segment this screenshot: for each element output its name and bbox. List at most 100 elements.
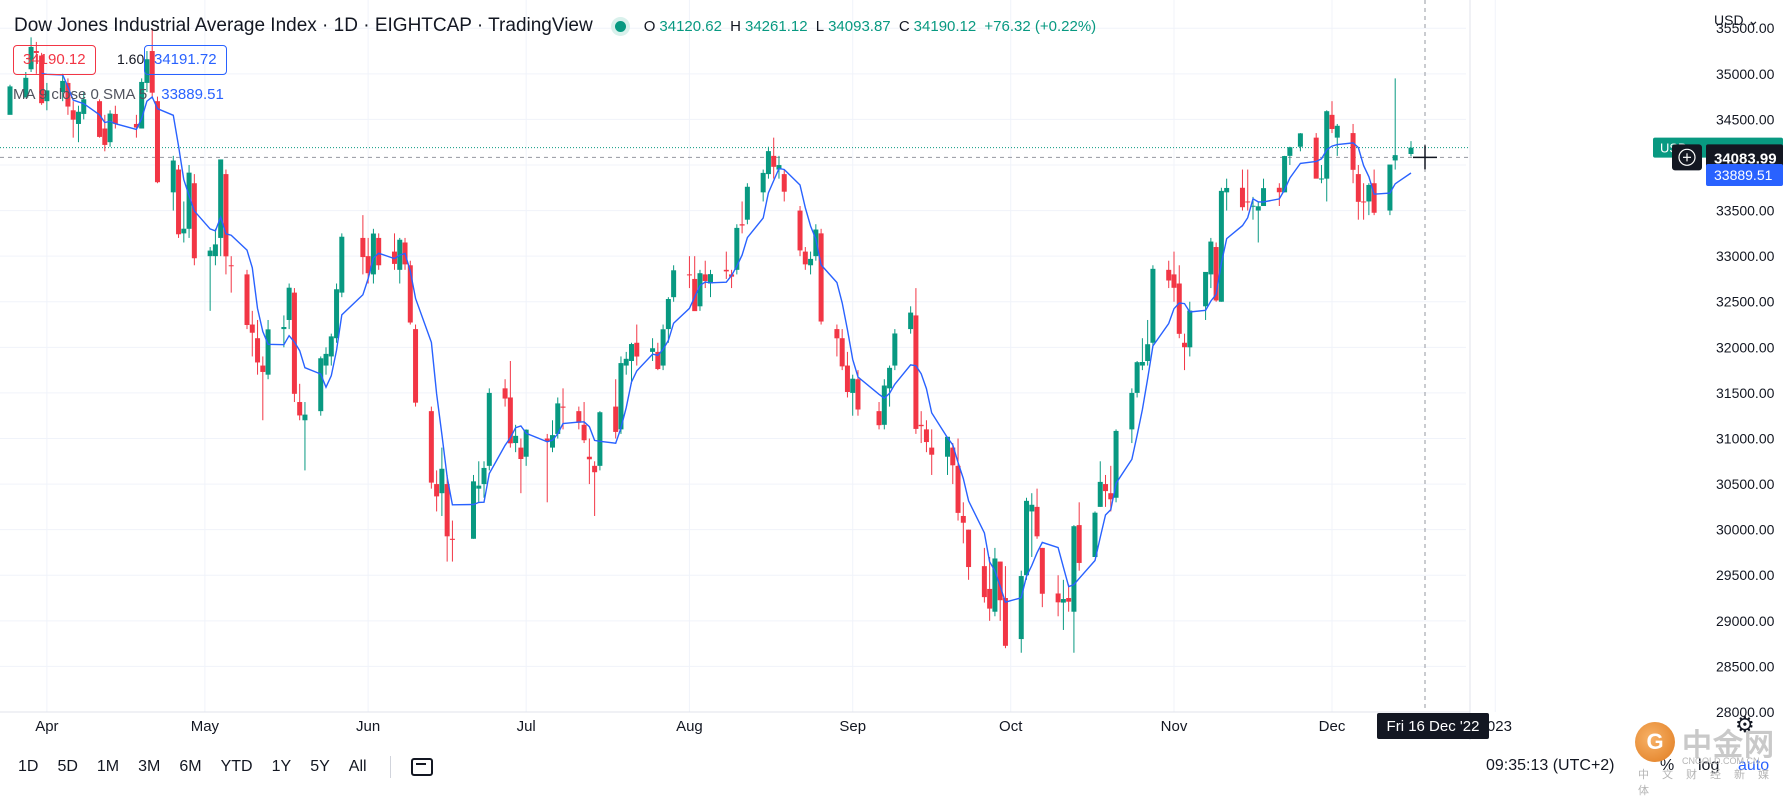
candle-body xyxy=(634,342,640,357)
candle xyxy=(439,447,445,516)
candle xyxy=(665,297,671,343)
candle xyxy=(207,247,213,311)
candle xyxy=(228,256,234,293)
range-3m-button[interactable]: 3M xyxy=(138,758,161,775)
candle-body xyxy=(107,113,113,143)
ma-indicator-label: MA 9 close 0 SMA 5 xyxy=(13,86,148,103)
candle-body xyxy=(887,367,893,389)
candle xyxy=(223,169,229,275)
candle-body xyxy=(481,467,487,485)
plus-circle xyxy=(1678,148,1696,166)
percent-scale-button[interactable]: % xyxy=(1660,757,1675,774)
range-5y-button[interactable]: 5Y xyxy=(310,758,330,775)
gear-icon[interactable]: ⚙ xyxy=(1735,712,1755,737)
sell-button[interactable]: 34190.12 xyxy=(13,45,96,75)
add-alert-plus-icon[interactable] xyxy=(1672,144,1702,171)
candle-body xyxy=(850,378,856,393)
candle-body xyxy=(244,274,250,325)
candle-body xyxy=(923,429,929,443)
low-label: L xyxy=(815,17,825,35)
candle-body xyxy=(913,315,919,429)
time-tick-label: Apr xyxy=(35,718,58,735)
watermark-domain: CNGOLD.COM.CN xyxy=(1682,756,1760,766)
candle-body xyxy=(102,128,108,145)
candle-body xyxy=(1113,430,1119,498)
candle-body xyxy=(1024,500,1030,576)
candle xyxy=(1060,579,1066,630)
candle xyxy=(1355,164,1361,220)
candle-body xyxy=(1329,114,1335,129)
candle xyxy=(1055,575,1061,617)
high-label: H xyxy=(730,17,741,35)
log-scale-button[interactable]: log xyxy=(1698,757,1720,774)
candle xyxy=(444,474,450,562)
candle xyxy=(434,470,440,512)
candle xyxy=(628,342,634,384)
candle xyxy=(1039,547,1045,608)
candle-body xyxy=(186,172,192,229)
candle xyxy=(1176,265,1182,339)
candle xyxy=(765,146,771,179)
candle-body xyxy=(1371,183,1377,213)
candle xyxy=(107,110,113,147)
candle-body xyxy=(339,236,345,293)
buy-button[interactable]: 34191.72 xyxy=(144,45,227,75)
candle xyxy=(1113,429,1119,503)
ma-indicator-legend[interactable]: MA 9 close 0 SMA 5 33889.51 xyxy=(13,86,224,103)
candle-body xyxy=(1366,184,1372,202)
candle xyxy=(876,402,882,430)
range-1m-button[interactable]: 1M xyxy=(96,758,120,775)
candle xyxy=(992,547,998,617)
close-label: C xyxy=(898,17,910,35)
range-1y-button[interactable]: 1Y xyxy=(271,758,292,775)
candle xyxy=(97,99,103,138)
price-tick-label: 31500.00 xyxy=(1716,385,1775,401)
candle xyxy=(370,228,376,284)
candle xyxy=(1097,461,1103,507)
candle-body xyxy=(176,169,182,235)
candle xyxy=(391,233,397,270)
candle-body xyxy=(476,485,482,489)
toolbar-divider xyxy=(389,756,391,778)
candle xyxy=(376,233,382,270)
open-label: O xyxy=(643,17,656,35)
vertical-gridlines xyxy=(46,0,1496,712)
candle xyxy=(39,52,45,105)
candle-body xyxy=(818,233,824,322)
candle-body xyxy=(39,55,45,104)
clock-timezone[interactable]: 09:35:13 (UTC+2) xyxy=(1486,757,1615,774)
candle xyxy=(149,28,155,97)
candle-body xyxy=(33,51,39,53)
candle-body xyxy=(318,358,324,412)
go-to-date-calendar-icon[interactable] xyxy=(410,758,433,776)
currency-button[interactable]: USD ⌄ xyxy=(1714,12,1759,29)
auto-scale-button[interactable]: auto xyxy=(1738,757,1770,774)
range-all-button[interactable]: All xyxy=(348,758,367,775)
candle-body xyxy=(665,299,671,330)
chart-title[interactable]: Dow Jones Industrial Average Index · 1D … xyxy=(14,15,593,36)
candle-body xyxy=(281,326,287,330)
range-5d-button[interactable]: 5D xyxy=(57,758,78,775)
candle xyxy=(281,315,287,348)
candle-body xyxy=(797,210,803,251)
candle xyxy=(112,105,118,129)
candle xyxy=(133,114,139,138)
candle-body xyxy=(813,229,819,257)
candle xyxy=(592,461,598,516)
candle xyxy=(692,256,698,312)
price-tick-label: 30500.00 xyxy=(1716,476,1775,492)
range-1d-button[interactable]: 1D xyxy=(18,758,39,775)
candle-body xyxy=(581,424,587,441)
candle xyxy=(265,319,271,380)
candle xyxy=(1171,251,1177,302)
range-6m-button[interactable]: 6M xyxy=(179,758,202,775)
candle xyxy=(1024,497,1030,580)
candle xyxy=(297,383,303,421)
candle xyxy=(997,561,1003,621)
candle-body xyxy=(997,561,1003,601)
candle xyxy=(218,159,224,257)
candle-body xyxy=(618,363,624,430)
ma-series-line xyxy=(41,72,1412,603)
range-ytd-button[interactable]: YTD xyxy=(220,758,253,775)
